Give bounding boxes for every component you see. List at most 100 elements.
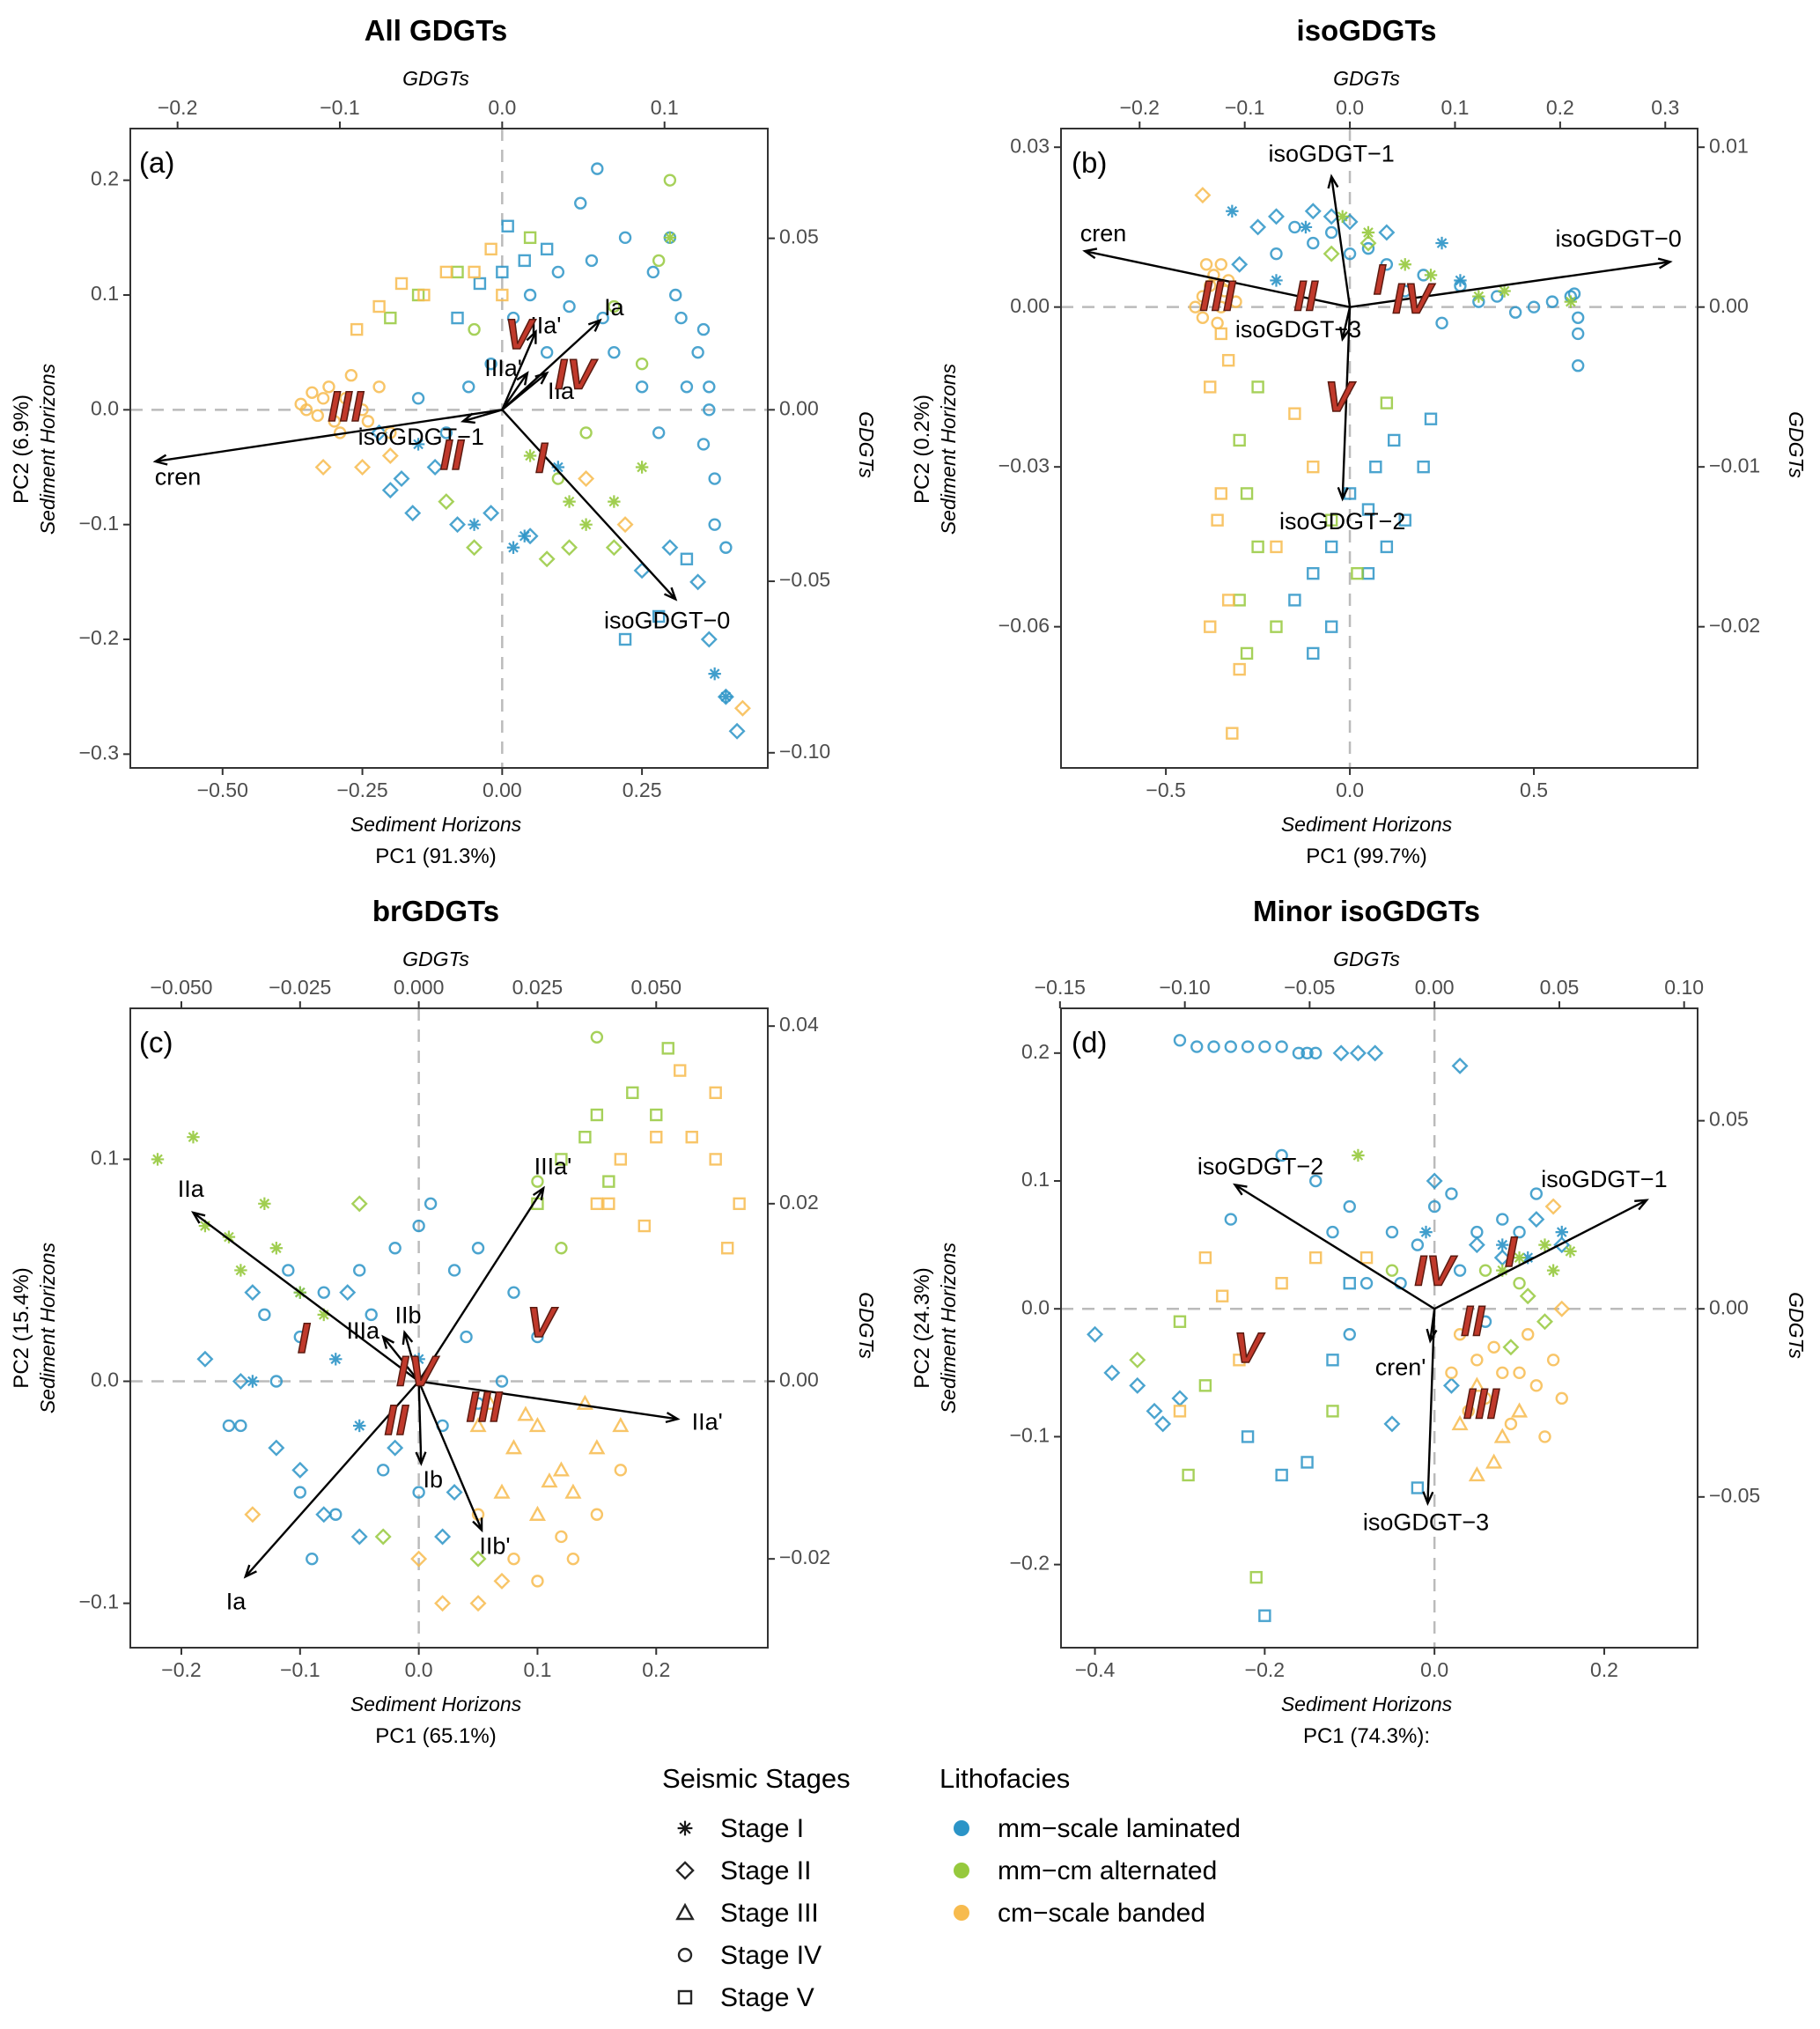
data-point	[350, 322, 364, 336]
top-tick-label: 0.3	[1651, 96, 1679, 119]
legend-lith-1-swatch	[954, 1820, 969, 1836]
right-tick-label: 0.05	[1709, 1108, 1749, 1131]
x-tick-label: −0.4	[1075, 1658, 1116, 1681]
top-tick-label: −0.025	[269, 976, 331, 999]
plot-frame	[1060, 128, 1698, 769]
data-point	[1301, 1456, 1314, 1469]
data-point	[372, 380, 386, 394]
data-point	[1349, 1044, 1367, 1062]
panel-a-x-label: PC1 (91.3%)	[375, 845, 496, 868]
data-point	[496, 265, 509, 279]
legend-stage-symbols	[675, 1820, 695, 2005]
data-point	[1343, 247, 1357, 261]
data-point	[1398, 258, 1411, 271]
loading-vector	[244, 1380, 420, 1578]
top-tick-label: 0.1	[1441, 96, 1469, 119]
data-point	[1359, 1276, 1374, 1290]
data-point	[555, 1530, 568, 1544]
data-point	[1214, 327, 1227, 341]
data-point	[523, 231, 537, 245]
data-point	[1445, 1366, 1458, 1380]
data-point	[1388, 433, 1401, 447]
data-point	[689, 573, 707, 591]
x-tick-label: −0.2	[1245, 1658, 1285, 1681]
stage-label: I	[1505, 1229, 1518, 1276]
data-point	[1173, 1315, 1187, 1328]
data-point	[1398, 284, 1411, 298]
data-point	[451, 311, 464, 325]
y-tick-label: 0.0	[91, 1369, 119, 1391]
data-point	[1215, 1289, 1229, 1302]
data-point	[381, 446, 399, 464]
data-point	[1207, 1040, 1220, 1053]
data-point	[646, 265, 660, 279]
data-point	[434, 1528, 452, 1546]
data-point	[468, 518, 481, 531]
data-point	[484, 242, 497, 256]
vector-arrowhead	[402, 1330, 414, 1346]
data-point	[449, 516, 467, 534]
vector-arrowhead	[1233, 1183, 1248, 1196]
y-tick-label: 0.1	[1021, 1168, 1050, 1191]
top-tick-label: −0.2	[158, 96, 197, 119]
data-point	[1472, 290, 1485, 303]
top-tick-label: −0.10	[1160, 976, 1211, 999]
data-point	[466, 539, 483, 557]
loading-vector	[382, 1336, 420, 1383]
data-point	[507, 1552, 520, 1566]
data-point	[1442, 1376, 1460, 1394]
x-tick-label: −0.50	[197, 778, 248, 801]
data-point	[196, 1350, 214, 1368]
data-point	[719, 541, 733, 554]
data-point	[306, 1552, 319, 1566]
vector-arrowhead	[1657, 257, 1673, 269]
stage-label: III	[1200, 273, 1237, 320]
data-point	[614, 1153, 628, 1166]
top-tick-label: 0.000	[394, 976, 445, 999]
data-point	[1224, 1213, 1238, 1226]
top-tick-label: 0.050	[630, 976, 682, 999]
data-point	[1359, 234, 1377, 252]
data-point	[652, 426, 666, 439]
data-point	[579, 518, 593, 531]
data-point	[1502, 1339, 1520, 1356]
data-point	[709, 1153, 722, 1166]
data-point	[468, 265, 481, 279]
data-point	[1249, 218, 1267, 236]
data-point	[696, 322, 711, 336]
right-tick-label: 0.02	[779, 1191, 819, 1214]
vector-arrowhead	[1082, 247, 1098, 260]
x-tick-label: −0.5	[1146, 778, 1185, 801]
data-point	[1555, 1225, 1568, 1239]
data-point	[1240, 487, 1254, 500]
data-point	[506, 541, 520, 554]
stage-label: IV	[1414, 1249, 1457, 1295]
top-tick-label: 0.2	[1546, 96, 1574, 119]
data-point	[1378, 224, 1396, 241]
data-point	[361, 415, 375, 428]
data-point	[733, 1197, 746, 1211]
data-point	[1496, 1213, 1509, 1226]
data-point	[1308, 1174, 1323, 1188]
data-point	[1544, 1198, 1562, 1215]
data-point	[1553, 1236, 1571, 1254]
loading-vector	[418, 1380, 678, 1420]
data-point	[1571, 311, 1585, 324]
legend-lith-3-label: cm−scale banded	[998, 1899, 1205, 1928]
data-point	[371, 424, 388, 441]
data-point	[733, 699, 751, 717]
data-point	[541, 1472, 558, 1488]
data-point	[1258, 1040, 1271, 1053]
stage-label: IV	[555, 352, 598, 399]
data-point	[469, 1595, 487, 1612]
panel-a-top-axis-label: GDGTs	[402, 67, 469, 90]
data-point	[674, 1064, 687, 1077]
legend-stage-1-symbol	[677, 1820, 693, 1836]
data-point	[1487, 1340, 1500, 1354]
data-point	[439, 426, 453, 439]
data-point	[1251, 380, 1264, 394]
loading-vector	[417, 1381, 423, 1464]
data-point	[412, 1219, 425, 1233]
data-point	[1173, 1034, 1187, 1047]
